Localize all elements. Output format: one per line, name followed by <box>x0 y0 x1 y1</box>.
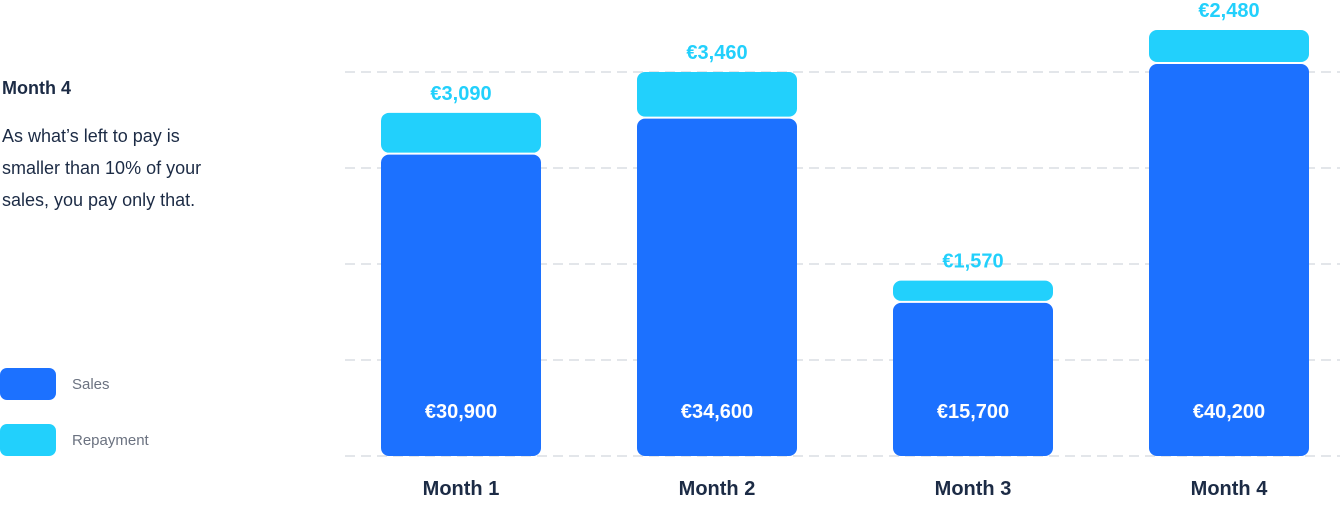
repayment-value-label-2: €3,460 <box>686 42 747 64</box>
sales-value-label-1: €30,900 <box>425 401 497 423</box>
sales-value-label-2: €34,600 <box>681 401 753 423</box>
bar-sales-2 <box>637 118 797 456</box>
legend-item-repayment: Repayment <box>0 424 149 456</box>
legend-label-repayment: Repayment <box>72 431 149 449</box>
legend-item-sales: Sales <box>0 368 149 400</box>
bar-sales-4 <box>1149 64 1309 456</box>
legend-swatch-repayment <box>0 424 56 456</box>
category-label-1: Month 1 <box>423 478 500 500</box>
bar-repayment-1 <box>381 112 541 153</box>
bar-repayment-3 <box>893 280 1053 301</box>
sales-value-label-4: €40,200 <box>1193 401 1265 423</box>
repayment-value-label-4: €2,480 <box>1198 0 1259 22</box>
bars <box>381 30 1309 456</box>
bar-repayment-4 <box>1149 30 1309 62</box>
info-text: As what’s left to pay is smaller than 10… <box>2 126 202 210</box>
legend-label-sales: Sales <box>72 375 110 393</box>
repayment-value-label-1: €3,090 <box>430 83 491 105</box>
bar-sales-1 <box>381 154 541 456</box>
info-title: Month 4 <box>2 78 71 98</box>
category-labels: Month 1 Month 2 Month 3 Month 4 <box>423 478 1269 500</box>
legend-swatch-sales <box>0 368 56 400</box>
legend: Sales Repayment <box>0 368 149 480</box>
bar-sales-3 <box>893 302 1053 456</box>
sales-value-label-3: €15,700 <box>937 401 1009 423</box>
category-label-2: Month 2 <box>679 478 756 500</box>
info-panel: Month 4 As what’s left to pay is smaller… <box>2 74 262 216</box>
bar-labels: €30,900 €3,090 €34,600 €3,460 €15,700 €1,570 €… <box>425 0 1265 423</box>
category-label-4: Month 4 <box>1191 478 1269 500</box>
bar-repayment-2 <box>637 71 797 117</box>
repayment-value-label-3: €1,570 <box>942 251 1003 273</box>
category-label-3: Month 3 <box>935 478 1012 500</box>
